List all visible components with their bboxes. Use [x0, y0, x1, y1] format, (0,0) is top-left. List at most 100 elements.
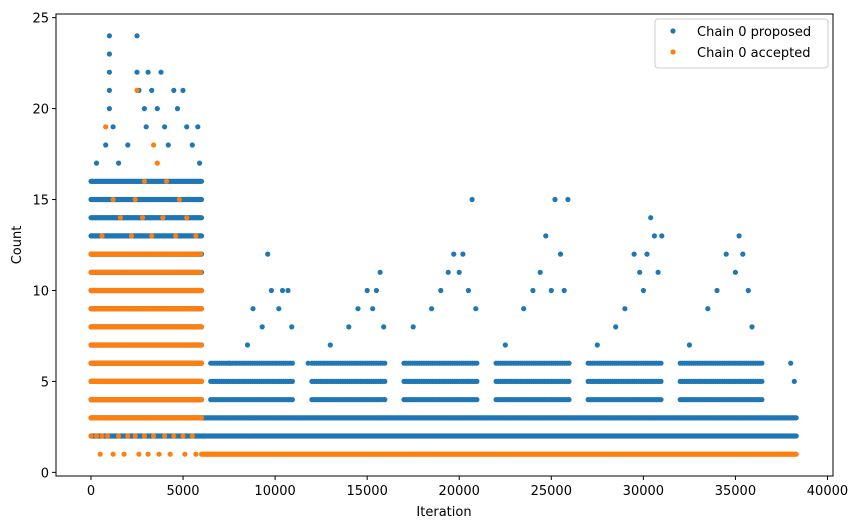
proposed-point — [686, 342, 693, 348]
proposed-point — [474, 378, 480, 384]
proposed-point — [165, 142, 171, 148]
proposed-point — [103, 142, 109, 148]
proposed-point — [557, 251, 564, 257]
proposed-point — [198, 178, 205, 184]
proposed-point — [456, 269, 462, 275]
proposed-point — [740, 251, 746, 257]
proposed-point — [143, 124, 149, 130]
proposed-point — [648, 215, 654, 221]
proposed-point — [158, 69, 164, 75]
proposed-point — [198, 215, 205, 221]
proposed-point — [268, 287, 274, 294]
proposed-point — [198, 196, 205, 203]
proposed-point — [521, 306, 527, 312]
proposed-point — [622, 306, 628, 312]
proposed-point — [566, 397, 572, 403]
proposed-point — [445, 269, 451, 275]
accepted-point — [198, 415, 205, 421]
accepted-point — [197, 269, 203, 275]
proposed-point — [548, 287, 554, 294]
proposed-point — [637, 269, 643, 275]
proposed-point — [265, 251, 271, 257]
proposed-point — [244, 342, 251, 348]
proposed-point — [149, 87, 155, 93]
proposed-point — [106, 51, 112, 57]
proposed-point — [162, 124, 168, 130]
proposed-point — [745, 287, 751, 294]
proposed-point — [289, 324, 295, 330]
proposed-point — [382, 397, 388, 403]
proposed-point — [373, 287, 379, 294]
proposed-point — [195, 124, 201, 130]
proposed-point — [473, 306, 479, 312]
proposed-point — [171, 87, 177, 93]
accepted-points — [88, 87, 799, 457]
proposed-point — [759, 360, 765, 366]
proposed-point — [613, 324, 619, 330]
proposed-point — [640, 287, 647, 294]
proposed-point — [289, 397, 295, 403]
proposed-point — [537, 269, 543, 275]
proposed-point — [659, 233, 665, 239]
proposed-point — [276, 306, 282, 312]
proposed-point — [561, 287, 567, 294]
proposed-point — [370, 306, 376, 312]
proposed-point — [793, 433, 799, 439]
proposed-point — [279, 287, 286, 294]
proposed-point — [429, 306, 435, 312]
proposed-point — [93, 160, 100, 166]
proposed-point — [793, 415, 799, 421]
proposed-point — [565, 196, 571, 203]
proposed-point — [465, 287, 471, 294]
proposed-point — [594, 342, 600, 348]
proposed-point — [226, 360, 232, 366]
proposed-point — [723, 251, 729, 257]
proposed-point — [285, 287, 291, 294]
proposed-point — [197, 160, 203, 166]
proposed-point — [289, 360, 295, 366]
accepted-point — [198, 397, 205, 403]
proposed-point — [355, 306, 361, 312]
accepted-point — [198, 306, 205, 312]
proposed-point — [759, 397, 765, 403]
proposed-point — [259, 324, 265, 330]
proposed-point — [474, 360, 480, 366]
proposed-point — [250, 306, 256, 312]
proposed-point — [125, 142, 131, 148]
proposed-point — [106, 106, 112, 112]
proposed-point — [289, 378, 295, 384]
accepted-point — [198, 342, 205, 348]
accepted-point — [197, 251, 203, 257]
proposed-point — [566, 360, 572, 366]
accepted-point — [198, 360, 205, 366]
proposed-point — [788, 360, 794, 366]
proposed-point — [651, 233, 658, 239]
proposed-point — [410, 324, 416, 330]
proposed-point — [759, 378, 765, 384]
proposed-point — [364, 287, 370, 294]
proposed-point — [543, 233, 549, 239]
proposed-point — [145, 69, 151, 75]
proposed-point — [655, 269, 661, 275]
proposed-point — [377, 269, 383, 275]
proposed-point — [732, 269, 739, 275]
proposed-point — [502, 342, 508, 348]
proposed-point — [658, 360, 664, 366]
proposed-point — [327, 342, 333, 348]
proposed-point — [346, 324, 352, 330]
proposed-point — [180, 87, 186, 93]
proposed-point — [110, 124, 116, 130]
proposed-point — [749, 324, 755, 330]
proposed-point — [566, 378, 572, 384]
accepted-point — [198, 287, 205, 294]
proposed-point — [791, 378, 797, 384]
proposed-point — [381, 324, 387, 330]
proposed-point — [474, 397, 480, 403]
proposed-point — [705, 306, 711, 312]
proposed-point — [736, 233, 742, 239]
proposed-point — [154, 106, 160, 112]
proposed-point — [134, 33, 140, 39]
proposed-point — [305, 360, 311, 366]
proposed-point — [382, 360, 388, 366]
